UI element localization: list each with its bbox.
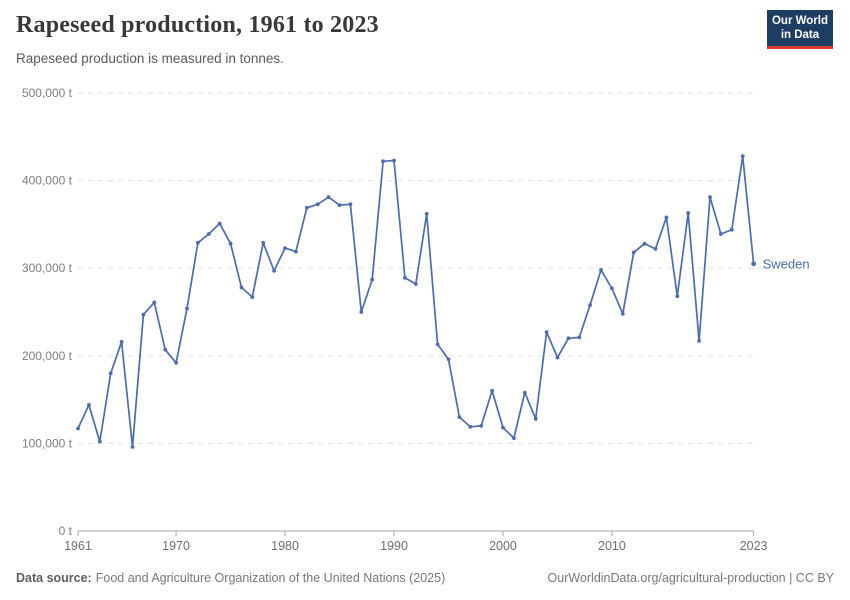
data-point[interactable] — [163, 347, 168, 352]
x-axis — [77, 530, 755, 536]
owid-logo-line1: Our World — [771, 15, 828, 27]
data-point[interactable] — [740, 154, 745, 158]
x-axis-labels: 1961 1970 1980 1990 2000 2010 2023 — [64, 539, 767, 553]
data-source-text: Food and Agriculture Organization of the… — [95, 571, 446, 585]
data-point[interactable] — [468, 424, 473, 429]
data-point[interactable] — [283, 246, 287, 251]
data-point[interactable] — [729, 227, 734, 232]
series-line — [77, 155, 755, 448]
data-point[interactable] — [479, 424, 484, 428]
data-point[interactable] — [512, 436, 516, 440]
data-point[interactable] — [620, 311, 625, 316]
data-point[interactable] — [457, 415, 462, 419]
data-point[interactable] — [108, 371, 113, 376]
data-point[interactable] — [76, 426, 80, 431]
x-axis-tick-label: 1980 — [271, 539, 299, 553]
y-axis-tick-label: 200,000 t — [22, 349, 73, 363]
data-point[interactable] — [522, 390, 527, 395]
owid-logo-line2: in Data — [780, 28, 820, 41]
y-gridlines — [78, 92, 754, 444]
series-name-label: Sweden — [763, 256, 810, 271]
y-axis-tick-label: 400,000 t — [22, 174, 73, 188]
data-point[interactable] — [588, 303, 592, 307]
data-point[interactable] — [675, 294, 680, 299]
data-point[interactable] — [250, 295, 255, 299]
y-axis-tick-label: 500,000 t — [22, 86, 73, 100]
data-point[interactable] — [381, 159, 385, 164]
data-point[interactable] — [631, 250, 636, 255]
x-axis-tick-label: 1970 — [162, 539, 190, 553]
data-point[interactable] — [697, 339, 701, 343]
data-point[interactable] — [294, 249, 298, 254]
data-point[interactable] — [326, 195, 331, 200]
owid-logo[interactable]: Our World in Data — [766, 10, 833, 49]
data-point[interactable] — [130, 445, 135, 449]
series-end-label: Sweden — [763, 256, 810, 271]
x-axis-tick-label: 2023 — [740, 539, 768, 553]
data-point[interactable] — [87, 403, 91, 407]
data-point[interactable] — [435, 342, 440, 347]
data-point[interactable] — [348, 202, 353, 207]
data-point[interactable] — [152, 300, 157, 305]
data-point[interactable] — [261, 240, 266, 245]
line-chart: 0 t 100,000 t 200,000 t 300,000 t 400,000 t 5… — [22, 86, 810, 553]
y-axis-tick-label: 0 t — [59, 524, 73, 538]
data-point[interactable] — [97, 439, 102, 444]
data-point[interactable] — [642, 241, 647, 246]
data-point[interactable] — [392, 158, 396, 163]
data-point[interactable] — [370, 277, 375, 282]
data-point[interactable] — [533, 417, 538, 421]
data-point[interactable] — [239, 285, 244, 290]
data-point[interactable] — [359, 310, 364, 314]
data-point[interactable] — [719, 232, 723, 236]
data-point[interactable] — [413, 282, 418, 286]
data-point[interactable] — [174, 360, 179, 365]
data-source: Data source: Food and Agriculture Organiz… — [16, 571, 445, 585]
data-point[interactable] — [141, 312, 146, 317]
data-series — [76, 154, 756, 449]
y-axis-tick-label: 300,000 t — [22, 261, 73, 275]
data-point[interactable] — [185, 306, 189, 311]
credit-link[interactable]: OurWorldinData.org/agricultural-producti… — [547, 571, 834, 585]
x-axis-tick-label: 1990 — [380, 539, 408, 553]
data-point[interactable] — [315, 202, 320, 207]
y-axis-labels: 0 t 100,000 t 200,000 t 300,000 t 400,000 t 5… — [22, 86, 73, 538]
data-point[interactable] — [686, 211, 691, 215]
data-point[interactable] — [228, 241, 233, 246]
chart-subtitle: Rapeseed production is measured in tonne… — [16, 51, 284, 66]
data-point[interactable] — [196, 240, 200, 245]
data-point[interactable] — [751, 261, 756, 267]
data-point[interactable] — [446, 357, 451, 362]
x-axis-tick-label: 2000 — [489, 539, 517, 553]
data-point[interactable] — [217, 221, 222, 226]
data-point[interactable] — [708, 195, 712, 200]
data-point[interactable] — [490, 388, 494, 393]
data-point[interactable] — [403, 275, 407, 280]
x-axis-tick-label: 2010 — [598, 539, 626, 553]
data-point[interactable] — [599, 268, 603, 272]
data-point[interactable] — [610, 286, 614, 291]
data-point[interactable] — [544, 330, 549, 334]
data-point[interactable] — [424, 212, 429, 216]
data-point[interactable] — [337, 203, 342, 207]
data-point[interactable] — [272, 268, 276, 273]
x-axis-tick-label: 1961 — [64, 539, 92, 553]
data-source-label: Data source: — [16, 571, 92, 585]
data-point[interactable] — [664, 215, 669, 220]
data-point[interactable] — [206, 232, 211, 236]
data-point[interactable] — [566, 336, 571, 341]
chart-title: Rapeseed production, 1961 to 2023 — [16, 12, 379, 38]
data-point[interactable] — [501, 425, 505, 430]
footer: Data source: Food and Agriculture Organiz… — [16, 564, 834, 592]
y-axis-tick-label: 100,000 t — [22, 436, 73, 450]
data-point[interactable] — [304, 205, 309, 210]
data-point[interactable] — [653, 247, 658, 251]
data-point[interactable] — [577, 335, 582, 340]
data-point[interactable] — [119, 339, 124, 344]
data-point[interactable] — [555, 355, 560, 360]
